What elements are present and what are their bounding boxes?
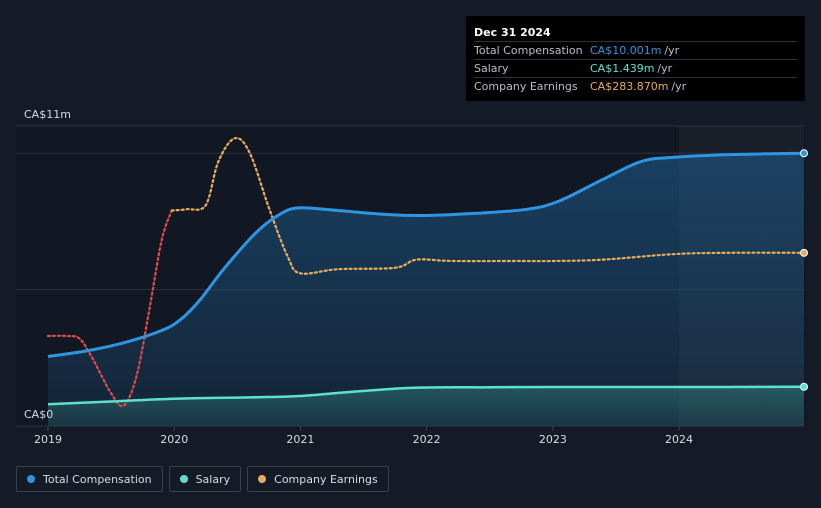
total-compensation-area xyxy=(48,153,804,426)
legend-item-company-earnings[interactable]: Company Earnings xyxy=(247,466,389,492)
tooltip-label: Total Compensation xyxy=(474,44,583,57)
company-earnings-line xyxy=(170,136,806,275)
series-lines xyxy=(46,136,806,408)
legend-label: Total Compensation xyxy=(43,472,152,486)
tooltip-date: Dec 31 2024 xyxy=(474,26,551,39)
x-tick-label-2021: 2021 xyxy=(286,433,314,446)
legend-label: Salary xyxy=(195,472,231,486)
tooltip-value: CA$283.870m xyxy=(590,80,669,93)
tooltip-row-total-compensation: Total Compensation CA$10.001m /yr xyxy=(474,41,797,59)
tooltip-unit: /yr xyxy=(664,44,680,57)
legend-dot-icon xyxy=(27,475,35,483)
tooltip-label: Company Earnings xyxy=(474,80,578,93)
x-axis-ticks: 2019 2020 2021 2022 2023 2024 xyxy=(34,426,693,446)
x-tick-label-2024: 2024 xyxy=(665,433,693,446)
legend-item-salary[interactable]: Salary xyxy=(168,466,242,492)
chart-legend: Total Compensation Salary Company Earnin… xyxy=(16,466,389,492)
tooltip-unit: /yr xyxy=(657,62,673,75)
tooltip-row-company-earnings: Company Earnings CA$283.870m /yr xyxy=(474,77,797,95)
tooltip-unit: /yr xyxy=(671,80,687,93)
legend-dot-icon xyxy=(179,475,188,483)
x-tick-label-2022: 2022 xyxy=(413,433,441,446)
y-axis-min-label: CA$0 xyxy=(24,408,53,421)
tooltip-value: CA$10.001m xyxy=(590,44,662,57)
tooltip-value: CA$1.439m xyxy=(590,62,655,75)
salary-area xyxy=(48,386,804,426)
series-endpoints xyxy=(800,149,808,391)
tooltip-row-salary: Salary CA$1.439m /yr xyxy=(474,59,797,77)
y-axis-max-label: CA$11m xyxy=(24,108,71,121)
x-tick-label-2020: 2020 xyxy=(160,433,188,446)
tooltip-label: Salary xyxy=(474,62,509,75)
legend-label: Company Earnings xyxy=(274,472,378,486)
total-compensation-line xyxy=(47,151,805,358)
x-tick-label-2019: 2019 xyxy=(34,433,62,446)
endpoint-company-earnings xyxy=(800,248,808,257)
series-areas xyxy=(48,153,804,426)
endpoint-salary xyxy=(800,382,808,391)
legend-dot-icon xyxy=(258,475,267,483)
legend-item-total-compensation[interactable]: Total Compensation xyxy=(16,466,163,492)
endpoint-total-compensation xyxy=(800,149,808,158)
x-tick-label-2023: 2023 xyxy=(539,433,567,446)
hover-tooltip: Dec 31 2024 Total Compensation CA$10.001… xyxy=(466,16,805,101)
company-earnings-line-negative-period xyxy=(46,209,173,408)
salary-line xyxy=(47,385,805,406)
